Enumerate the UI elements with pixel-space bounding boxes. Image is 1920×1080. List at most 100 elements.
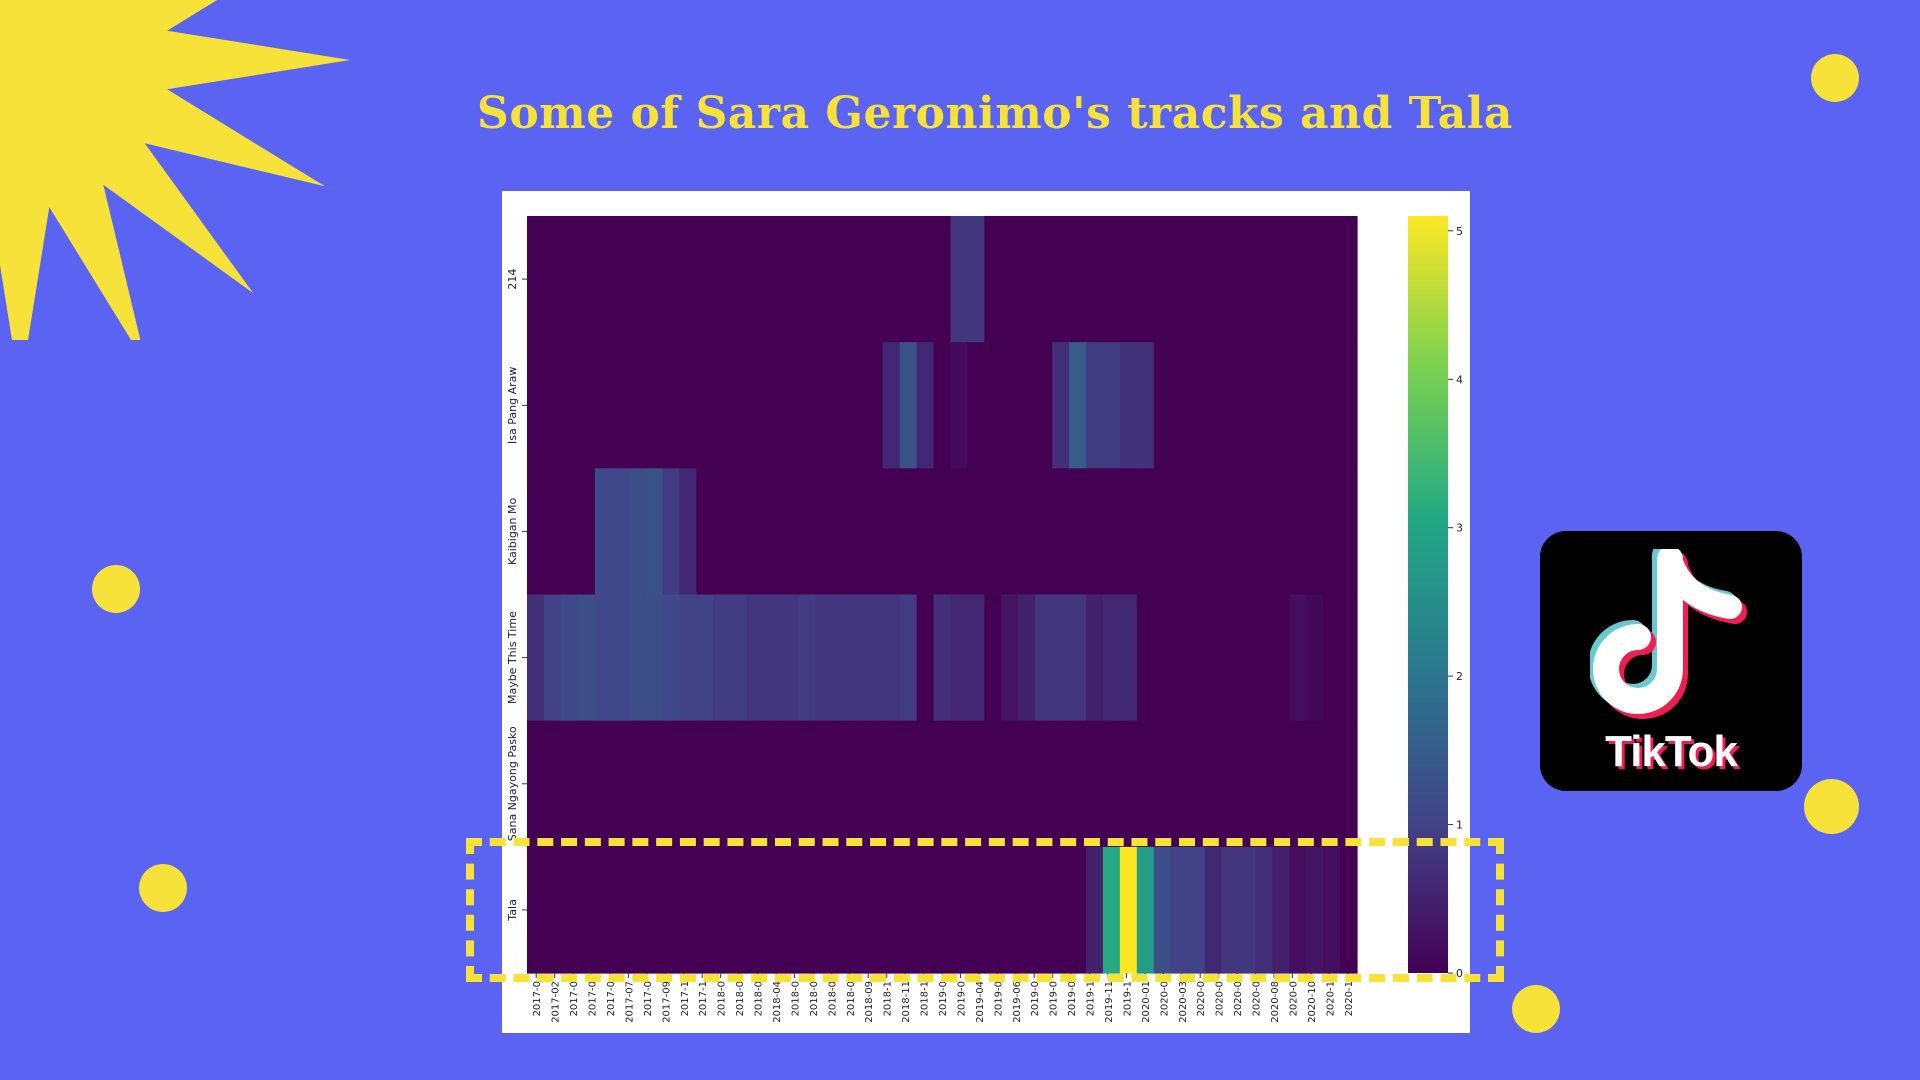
row-label: Sana Ngayong Pasko xyxy=(506,726,519,841)
heatmap-cell xyxy=(814,846,833,974)
heatmap-cell xyxy=(679,342,697,469)
heatmap-cell xyxy=(713,846,731,974)
heatmap-cell xyxy=(611,342,630,469)
heatmap-cell xyxy=(933,468,952,596)
heatmap-cell xyxy=(645,594,664,722)
heatmap-panel: 214 Isa Pang Araw Kaibigan Mo Maybe This Ti… xyxy=(502,191,1470,1033)
tiktok-note-icon xyxy=(1590,549,1747,719)
heatmap-cell xyxy=(865,594,884,722)
heatmap-cell xyxy=(814,594,833,722)
heatmap-cell xyxy=(1289,720,1307,848)
x-tick-label: 2017-0 xyxy=(606,981,617,1016)
heatmap-cell xyxy=(814,720,833,848)
heatmap-cell xyxy=(628,468,647,596)
heatmap-cell xyxy=(1340,720,1358,848)
x-tick-label: 2020-0 xyxy=(1196,981,1207,1016)
x-tick-label: 2019-0 xyxy=(938,981,949,1016)
heatmap-cell xyxy=(933,846,952,974)
heatmap-cell xyxy=(662,468,681,596)
heatmap-cell xyxy=(1306,720,1324,848)
heatmap-cell xyxy=(1289,846,1307,974)
heatmap-cell xyxy=(577,846,596,974)
heatmap-cell xyxy=(967,846,985,974)
heatmap-cell xyxy=(798,342,816,469)
heatmap-cell xyxy=(781,594,799,722)
heatmap-cell xyxy=(1306,846,1324,974)
heatmap-cell xyxy=(1001,594,1019,722)
heatmap-cell xyxy=(1119,594,1138,722)
heatmap-cell xyxy=(1289,216,1307,343)
heatmap-cell xyxy=(543,342,562,469)
x-tick-label: 2019-1 xyxy=(1122,981,1133,1016)
heatmap-cell xyxy=(798,846,816,974)
tala-highlight-box xyxy=(466,838,1504,982)
heatmap-cell xyxy=(882,594,901,722)
heatmap-cell xyxy=(730,216,748,343)
colorbar xyxy=(1408,216,1448,973)
heatmap-cell xyxy=(1018,468,1036,596)
heatmap-cell xyxy=(967,720,985,848)
x-tick-label: 2018-0 xyxy=(846,981,857,1016)
heatmap-cell xyxy=(1187,342,1206,469)
decorative-dot xyxy=(92,565,140,613)
heatmap-cell xyxy=(1306,594,1324,722)
heatmap-cell xyxy=(1136,594,1155,722)
heatmap-cell xyxy=(984,594,1002,722)
heatmap-cell xyxy=(1153,216,1172,343)
row-label: Kaibigan Mo xyxy=(506,498,519,566)
heatmap-cell xyxy=(1035,720,1053,848)
heatmap-cell xyxy=(1119,720,1138,848)
heatmap-cell xyxy=(662,846,681,974)
heatmap-cell xyxy=(1119,342,1138,469)
decorative-dot xyxy=(1804,779,1859,834)
heatmap-cell xyxy=(577,342,596,469)
heatmap-cell xyxy=(1102,846,1121,974)
heatmap-cell xyxy=(1069,594,1087,722)
row-label: Isa Pang Araw xyxy=(506,367,519,444)
row-label: 214 xyxy=(506,269,519,290)
heatmap-cell xyxy=(611,468,630,596)
heatmap-cell xyxy=(950,720,969,848)
heatmap-cell xyxy=(594,468,613,596)
heatmap-cell xyxy=(1204,594,1223,722)
heatmap-cell xyxy=(1018,216,1036,343)
heatmap-cell xyxy=(577,594,596,722)
heatmap-cell xyxy=(730,468,748,596)
heatmap-cell xyxy=(1035,846,1053,974)
heatmap-cell xyxy=(611,846,630,974)
heatmap-cell xyxy=(543,468,562,596)
heatmap-cell xyxy=(1136,216,1155,343)
heatmap-cell xyxy=(713,468,731,596)
heatmap-cell xyxy=(1052,594,1070,722)
tiktok-logo: TikTok TikTok xyxy=(1540,531,1802,791)
heatmap-cell xyxy=(1119,846,1138,974)
heatmap-cell xyxy=(1289,342,1307,469)
heatmap-cell xyxy=(645,216,664,343)
heatmap-cell xyxy=(1204,846,1223,974)
x-tick-label: 2020-0 xyxy=(1233,981,1244,1016)
heatmap-cell xyxy=(594,594,613,722)
heatmap-cell xyxy=(645,846,664,974)
heatmap-cell xyxy=(882,342,901,469)
heatmap-cell xyxy=(967,468,985,596)
heatmap-cell xyxy=(882,846,901,974)
heatmap-cell xyxy=(1153,342,1172,469)
heatmap-cell xyxy=(916,468,935,596)
heatmap-cell xyxy=(560,846,579,974)
heatmap-cell xyxy=(1204,216,1223,343)
heatmap-cell xyxy=(1204,720,1223,848)
colorbar-tick-label: 3 xyxy=(1456,522,1463,535)
heatmap-cell xyxy=(831,720,850,848)
heatmap-cell xyxy=(781,216,799,343)
x-tick-label: 2019-0 xyxy=(956,981,967,1016)
x-tick-label: 2018-0 xyxy=(754,981,765,1016)
heatmap-cell xyxy=(1069,468,1087,596)
heatmap-cell xyxy=(1001,216,1019,343)
heatmap-cell xyxy=(527,342,545,469)
decorative-dot xyxy=(1512,985,1560,1033)
heatmap-cell xyxy=(764,216,782,343)
heatmap-cell xyxy=(730,594,748,722)
x-tick-label: 2018-0 xyxy=(809,981,820,1016)
x-tick-label: 2020-01 xyxy=(1141,981,1152,1023)
